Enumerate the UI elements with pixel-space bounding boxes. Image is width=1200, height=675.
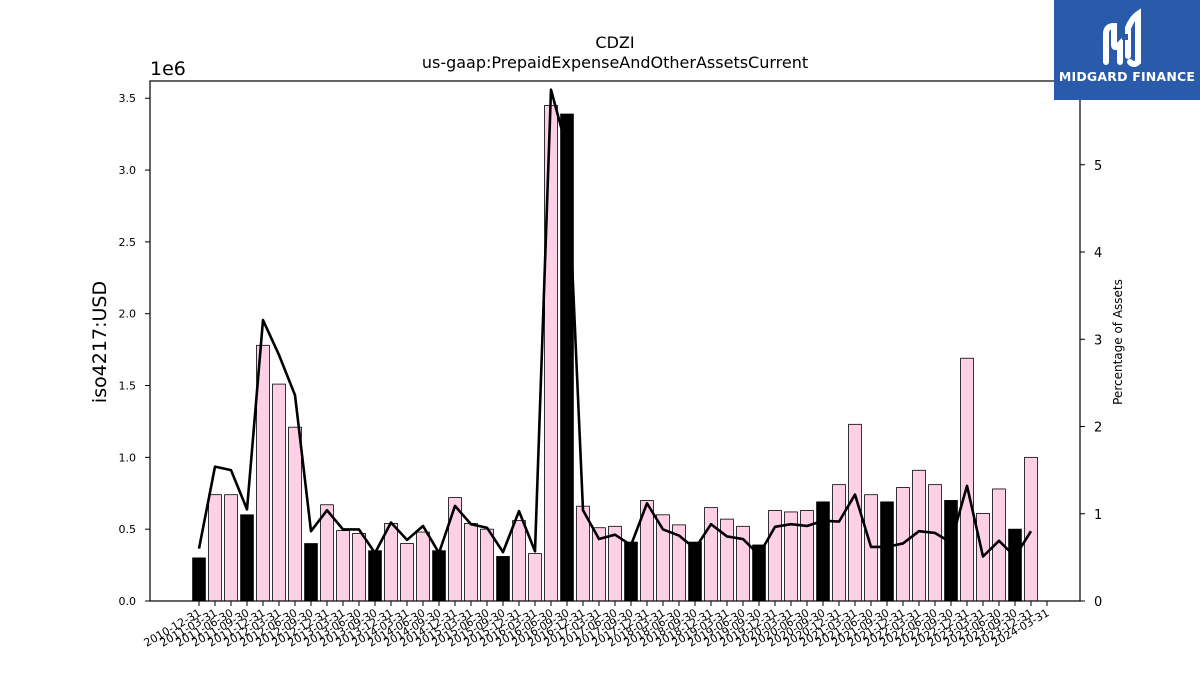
bar bbox=[1008, 528, 1022, 602]
bar bbox=[368, 550, 382, 602]
bar bbox=[208, 494, 222, 602]
bar bbox=[928, 484, 942, 602]
bar bbox=[320, 504, 334, 602]
y2-axis-label: Percentage of Assets bbox=[1111, 279, 1125, 405]
y-offset-label: 1e6 bbox=[150, 58, 186, 80]
brand-logo: MIDGARD FINANCE bbox=[1054, 0, 1200, 100]
midgard-logo-icon bbox=[1103, 8, 1141, 67]
bar bbox=[544, 105, 558, 602]
bar bbox=[272, 383, 286, 602]
y-tick-label: 0.5 bbox=[119, 523, 137, 536]
bar bbox=[416, 531, 430, 602]
bar bbox=[832, 484, 846, 602]
y-tick-label: 2.5 bbox=[119, 236, 137, 249]
y2-tick-label: 3 bbox=[1094, 333, 1102, 348]
bar bbox=[336, 530, 350, 602]
y-tick-label: 1.5 bbox=[119, 380, 137, 393]
bar bbox=[688, 541, 702, 602]
bar bbox=[816, 501, 830, 602]
bar bbox=[512, 520, 526, 602]
brand-name: MIDGARD FINANCE bbox=[1058, 69, 1196, 84]
bar bbox=[528, 553, 542, 602]
y2-tick-label: 5 bbox=[1094, 159, 1102, 174]
bar bbox=[560, 113, 574, 602]
y-tick-label: 3.0 bbox=[119, 164, 137, 177]
bar bbox=[400, 543, 414, 602]
y2-tick-label: 2 bbox=[1094, 421, 1102, 436]
y2-tick-label: 0 bbox=[1094, 595, 1102, 610]
bar bbox=[240, 514, 254, 602]
bar bbox=[192, 557, 206, 602]
bar bbox=[464, 523, 478, 602]
bar bbox=[432, 550, 446, 602]
plot-frame bbox=[149, 80, 1081, 602]
y-axis-label: iso4217:USD bbox=[89, 281, 111, 403]
bar bbox=[960, 357, 974, 602]
bar bbox=[480, 528, 494, 602]
bar bbox=[304, 543, 318, 602]
line-group bbox=[197, 88, 1033, 558]
percentage-line bbox=[197, 88, 1033, 558]
bar bbox=[288, 426, 302, 602]
y-tick-label: 2.0 bbox=[119, 308, 137, 321]
bar bbox=[624, 541, 638, 602]
bar bbox=[1024, 456, 1038, 602]
y2-tick-label: 1 bbox=[1094, 508, 1102, 523]
y2-axis-ticks: 0 1 2 3 4 5 bbox=[1080, 159, 1102, 610]
bar bbox=[768, 510, 782, 602]
y-axis-ticks: 0.0 0.5 1.0 1.5 2.0 2.5 3.0 3.5 bbox=[119, 92, 150, 608]
chart-subtitle: us-gaap:PrepaidExpenseAndOtherAssetsCurr… bbox=[422, 53, 808, 72]
bar bbox=[880, 501, 894, 602]
chart-title: CDZI bbox=[595, 33, 634, 52]
bar bbox=[944, 500, 958, 602]
y2-tick-label: 4 bbox=[1094, 246, 1102, 261]
y-tick-label: 3.5 bbox=[119, 92, 137, 105]
y-tick-label: 1.0 bbox=[119, 451, 137, 464]
bar bbox=[704, 507, 718, 602]
x-axis-ticks: 2010-12-312011-03-312011-06-302011-09-30… bbox=[142, 601, 1052, 650]
bar bbox=[352, 533, 366, 602]
bars-group bbox=[192, 105, 1038, 602]
y-tick-label: 0.0 bbox=[119, 595, 137, 608]
bar bbox=[384, 523, 398, 602]
bar bbox=[448, 497, 462, 602]
bar bbox=[224, 494, 238, 602]
bar bbox=[496, 556, 510, 602]
